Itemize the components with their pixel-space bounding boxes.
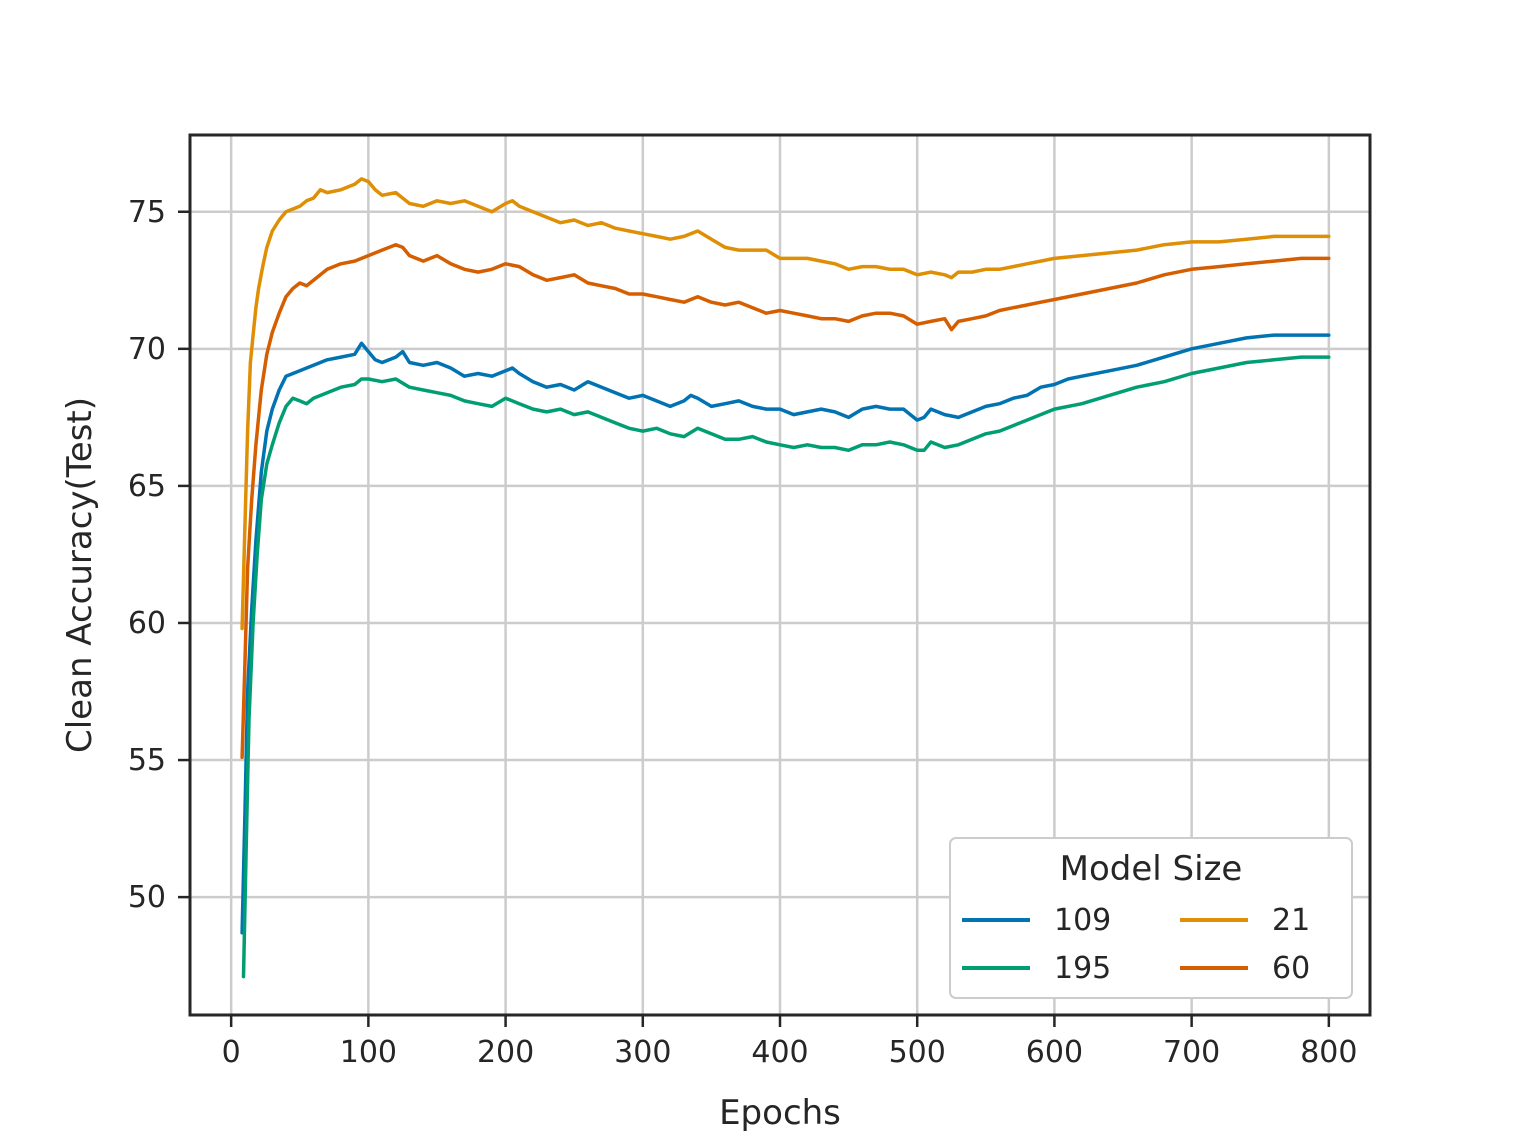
legend-label-109: 109 [1054, 903, 1111, 938]
x-tick-label: 300 [614, 1035, 671, 1070]
legend: Model Size 109 21 195 60 [949, 837, 1353, 999]
x-tick-label: 800 [1300, 1035, 1357, 1070]
y-tick-label: 65 [128, 469, 166, 504]
legend-label-60: 60 [1272, 951, 1310, 986]
x-tick-label: 500 [889, 1035, 946, 1070]
axis-ticks: 0 100 200 300 400 500 600 700 800 50 55 60 65 70 75 [128, 195, 1358, 1070]
series-line-21 [240, 177, 1331, 631]
series-lines [240, 177, 1331, 979]
legend-box [949, 837, 1353, 999]
y-tick-label: 75 [128, 195, 166, 230]
x-tick-label: 600 [1026, 1035, 1083, 1070]
series-line-109 [240, 333, 1331, 935]
grid [190, 135, 1370, 1015]
x-tick-label: 0 [222, 1035, 241, 1070]
x-axis-label: Epochs [719, 1093, 841, 1133]
legend-label-21: 21 [1272, 903, 1310, 938]
series-line-60 [240, 242, 1331, 760]
y-tick-label: 50 [128, 880, 166, 915]
series-line-195 [241, 355, 1331, 979]
y-axis-label: Clean Accuracy(Test) [60, 397, 100, 753]
x-tick-label: 100 [340, 1035, 397, 1070]
legend-label-195: 195 [1054, 951, 1111, 986]
x-tick-label: 700 [1163, 1035, 1220, 1070]
y-tick-label: 60 [128, 606, 166, 641]
x-tick-label: 400 [751, 1035, 808, 1070]
legend-items: 109 21 195 60 [962, 903, 1310, 986]
y-tick-label: 55 [128, 743, 166, 778]
y-tick-label: 70 [128, 332, 166, 367]
x-tick-label: 200 [477, 1035, 534, 1070]
legend-title: Model Size [1060, 849, 1243, 889]
